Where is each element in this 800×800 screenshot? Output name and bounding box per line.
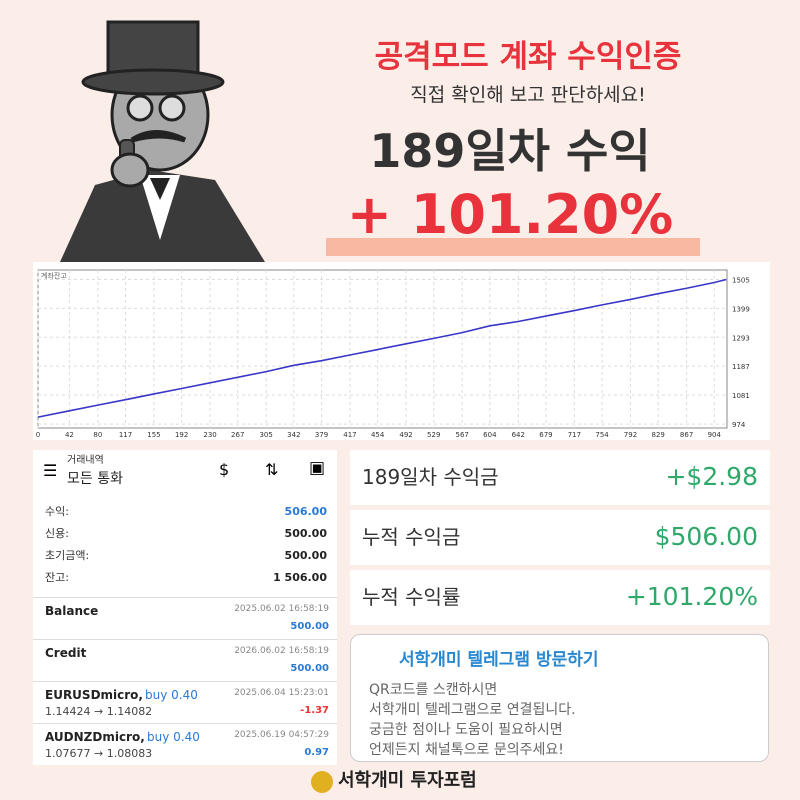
x-tick-label: 267	[231, 431, 244, 439]
series-line	[37, 278, 727, 418]
deal-date: 2025.06.02 16:58:19	[234, 604, 329, 614]
deal-amount: 500.00	[290, 621, 329, 632]
x-tick-label: 904	[708, 431, 722, 439]
x-tick-label: 492	[399, 431, 412, 439]
deal-date: 2025.06.19 04:57:29	[234, 730, 329, 740]
deal-row[interactable]	[33, 681, 337, 723]
stat-label: 누적 수익금	[362, 525, 461, 549]
summary-value: 506.00	[284, 505, 327, 518]
stat-value: $506.00	[654, 522, 758, 551]
character	[60, 20, 265, 262]
summary-value: 1 506.00	[273, 571, 327, 584]
summary-label: 수익:	[45, 505, 69, 518]
account-panel: ☰ 거래내역 모든 통화 $ ⇅ ▣ 수익: 506.00 신용: 500.00 초기금…	[33, 450, 337, 765]
account-title: 거래내역	[67, 455, 104, 466]
x-tick-label: 42	[65, 431, 74, 439]
deal-side: buy 0.40	[145, 688, 198, 702]
y-tick-label: 974	[732, 421, 746, 429]
stat-value: +101.20%	[625, 582, 758, 611]
deal-date: 2025.06.04 15:23:01	[234, 688, 329, 698]
x-tick-label: 117	[119, 431, 132, 439]
highlight-bar	[326, 238, 700, 256]
x-tick-label: 867	[680, 431, 693, 439]
x-tick-label: 80	[93, 431, 102, 439]
x-tick-label: 379	[315, 431, 328, 439]
stat-value: +$2.98	[665, 462, 758, 491]
currency-icon[interactable]: $	[219, 460, 230, 479]
deal-symbol: Balance	[45, 604, 99, 618]
deal-prices: 1.14424 → 1.14082	[45, 705, 153, 718]
menu-icon[interactable]: ☰	[43, 461, 58, 480]
stat-label: 누적 수익률	[362, 585, 461, 609]
stat-label: 189일차 수익금	[362, 465, 499, 489]
summary-value: 500.00	[284, 527, 327, 540]
subtitle: 직접 확인해 보고 판단하세요!	[410, 84, 646, 106]
summary-value: 500.00	[284, 549, 327, 562]
deal-side: buy 0.40	[147, 730, 200, 744]
x-tick-label: 0	[36, 431, 40, 439]
deal-row[interactable]	[33, 597, 337, 639]
deal-amount: 500.00	[290, 663, 329, 674]
telegram-line: 궁금한 점이나 도움이 필요하시면	[369, 722, 563, 738]
account-subtitle: 모든 통화	[67, 471, 123, 487]
x-tick-label: 305	[259, 431, 272, 439]
y-tick-label: 1187	[732, 363, 750, 371]
telegram-title: 서학개미 텔레그램 방문하기	[399, 650, 599, 670]
calendar-icon[interactable]: ▣	[309, 458, 326, 478]
x-tick-label: 454	[371, 431, 385, 439]
x-tick-label: 754	[595, 431, 609, 439]
return-heading: + 101.20%	[346, 183, 674, 246]
x-tick-label: 604	[483, 431, 497, 439]
x-tick-label: 717	[568, 431, 581, 439]
stat-box: 누적 수익률 +101.20%	[350, 570, 770, 625]
deal-prices: 1.07677 → 1.08083	[45, 747, 153, 760]
stat-box: 누적 수익금 $506.00	[350, 510, 770, 565]
chart-title: 계좌잔고	[41, 271, 67, 280]
x-tick-label: 642	[512, 431, 525, 439]
y-tick-label: 1293	[732, 334, 750, 342]
x-tick-label: 155	[147, 431, 160, 439]
summary-label: 잔고:	[45, 571, 69, 584]
deal-symbol: AUDNZDmicro,	[45, 730, 145, 744]
deal-amount: 0.97	[304, 747, 329, 758]
x-tick-label: 829	[651, 431, 664, 439]
deal-amount: -1.37	[300, 705, 329, 716]
footer: 서학개미 투자포럼	[338, 770, 477, 791]
y-tick-label: 1081	[732, 392, 750, 400]
x-tick-label: 567	[455, 431, 468, 439]
title: 공격모드 계좌 수익인증	[374, 39, 682, 75]
x-tick-label: 342	[287, 431, 300, 439]
x-tick-label: 192	[175, 431, 188, 439]
summary-label: 초기금액:	[45, 549, 90, 562]
x-tick-label: 417	[343, 431, 356, 439]
deal-row[interactable]	[33, 723, 337, 765]
summary-label: 신용:	[45, 527, 69, 540]
coin-icon	[311, 771, 333, 793]
telegram-line: 언제든지 채널톡으로 문의주세요!	[369, 742, 564, 758]
deal-symbol: Credit	[45, 646, 87, 660]
telegram-line: 서학개미 텔레그램으로 연결됩니다.	[369, 702, 576, 718]
telegram-line: QR코드를 스캔하시면	[369, 682, 498, 698]
x-tick-label: 792	[624, 431, 637, 439]
deal-row[interactable]	[33, 639, 337, 681]
deal-date: 2026.06.02 16:58:19	[234, 646, 329, 656]
days-heading: 189일차 수익	[369, 124, 651, 178]
sort-icon[interactable]: ⇅	[265, 460, 279, 479]
y-tick-label: 1505	[732, 277, 750, 285]
stat-box: 189일차 수익금 +$2.98	[350, 450, 770, 505]
deal-symbol: EURUSDmicro,	[45, 688, 143, 702]
x-tick-label: 230	[203, 431, 216, 439]
x-tick-label: 679	[539, 431, 552, 439]
x-tick-label: 529	[427, 431, 440, 439]
y-tick-label: 1399	[732, 305, 750, 313]
